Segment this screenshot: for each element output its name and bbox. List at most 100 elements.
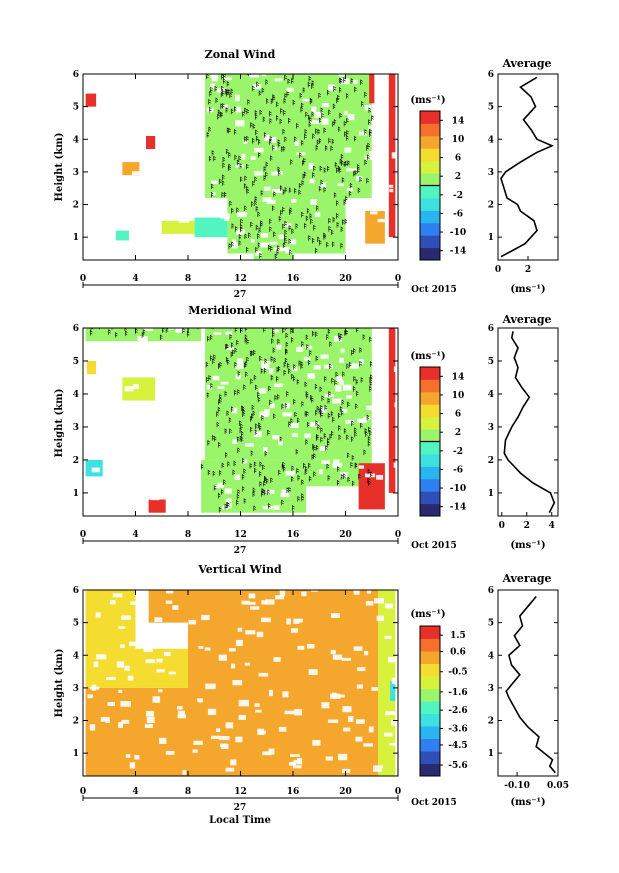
gap-cell bbox=[308, 669, 318, 676]
wind-barb bbox=[361, 100, 364, 107]
gap-cell bbox=[282, 691, 289, 698]
gap-cell bbox=[224, 488, 232, 494]
gap-cell bbox=[283, 402, 291, 409]
gap-cell bbox=[235, 736, 243, 743]
average-y-tick-label: 1 bbox=[488, 489, 494, 499]
wind-barb bbox=[327, 412, 331, 419]
gap-cell bbox=[194, 590, 202, 591]
colorbar-frame bbox=[419, 625, 441, 777]
wind-barb bbox=[225, 452, 228, 458]
wind-barb bbox=[254, 200, 257, 206]
wind-barb bbox=[219, 394, 222, 400]
gap-cell bbox=[118, 721, 124, 728]
wind-barb bbox=[289, 249, 292, 255]
gap-cell bbox=[175, 328, 184, 334]
gap-cell bbox=[290, 423, 299, 428]
wind-barb bbox=[231, 342, 234, 348]
wind-barb bbox=[291, 465, 295, 471]
gap-cell bbox=[254, 703, 260, 707]
gap-cell bbox=[346, 395, 352, 399]
x-tick-label: 8 bbox=[185, 274, 191, 284]
wind-barb bbox=[367, 440, 371, 447]
wind-barb bbox=[277, 338, 280, 345]
gap-cell bbox=[250, 155, 256, 160]
gap-cell bbox=[258, 388, 267, 394]
gap-cell bbox=[168, 671, 176, 675]
wind-barb bbox=[236, 493, 240, 500]
gap-cell bbox=[125, 754, 131, 758]
wind-barb bbox=[261, 415, 264, 421]
wind-barb bbox=[304, 469, 308, 475]
wind-barb bbox=[346, 135, 349, 141]
wind-barb bbox=[317, 424, 320, 430]
wind-barb bbox=[313, 445, 316, 452]
wind-barb bbox=[277, 366, 281, 372]
wind-barb bbox=[230, 88, 234, 95]
wind-barb bbox=[249, 462, 253, 469]
wind-barb bbox=[291, 78, 294, 84]
wind-barb bbox=[263, 132, 267, 138]
gap-cell bbox=[235, 373, 241, 380]
gap-cell bbox=[376, 615, 384, 622]
wind-barb bbox=[210, 86, 213, 93]
gap-cell bbox=[193, 740, 203, 745]
gap-cell bbox=[308, 163, 314, 170]
colorbar-tick-label: 6 bbox=[455, 410, 461, 420]
wind-barb bbox=[231, 223, 235, 229]
x-tick-label: 16 bbox=[287, 530, 300, 540]
wind-barb bbox=[226, 90, 229, 97]
colorbar-tick-label: 2 bbox=[455, 428, 461, 438]
average-y-tick-label: 3 bbox=[488, 168, 494, 178]
wind-barb bbox=[298, 189, 302, 196]
gap-cell bbox=[245, 630, 256, 635]
wind-barb bbox=[265, 478, 269, 484]
gap-cell bbox=[152, 696, 161, 703]
y-tick-label: 2 bbox=[73, 456, 79, 466]
wind-barb bbox=[346, 363, 349, 369]
wind-barb bbox=[272, 332, 275, 338]
heatmap-field bbox=[85, 328, 398, 513]
wind-barb bbox=[252, 123, 256, 130]
wind-barb bbox=[240, 436, 244, 442]
wind-barb bbox=[367, 468, 371, 475]
wind-barb bbox=[256, 81, 259, 88]
gap-cell bbox=[225, 331, 232, 335]
colorbar-swatch bbox=[420, 404, 440, 418]
average-title: Average bbox=[501, 572, 551, 585]
gap-cell bbox=[238, 699, 250, 707]
wind-barb bbox=[334, 162, 338, 168]
wind-barb bbox=[301, 341, 304, 347]
gap-cell bbox=[121, 615, 131, 620]
wind-barb bbox=[338, 126, 341, 132]
wind-barb bbox=[209, 334, 213, 341]
gap-cell bbox=[272, 435, 280, 440]
gap-cell bbox=[156, 669, 165, 673]
gap-cell bbox=[253, 431, 262, 438]
heatmap-region bbox=[369, 74, 375, 104]
wind-barb bbox=[288, 368, 291, 374]
gap-cell bbox=[342, 384, 352, 391]
wind-barb bbox=[246, 163, 249, 170]
y-axis-label: Height (km) bbox=[54, 133, 65, 202]
wind-barb bbox=[305, 390, 309, 397]
wind-barb bbox=[250, 122, 253, 128]
wind-barb bbox=[316, 205, 319, 211]
wind-barb bbox=[223, 78, 226, 84]
gap-cell bbox=[313, 365, 321, 370]
gap-cell bbox=[253, 83, 262, 89]
wind-barb bbox=[255, 135, 259, 142]
wind-barb bbox=[308, 462, 311, 469]
wind-barb bbox=[291, 476, 294, 482]
gap-cell bbox=[269, 368, 274, 374]
wind-barb bbox=[288, 187, 292, 193]
gap-cell bbox=[290, 628, 299, 633]
wind-barb bbox=[313, 453, 316, 459]
heatmap-field bbox=[85, 590, 398, 776]
wind-barb bbox=[236, 339, 239, 346]
gap-cell bbox=[116, 661, 125, 668]
gap-cell bbox=[330, 613, 340, 619]
wind-barb bbox=[208, 155, 212, 162]
wind-barb bbox=[369, 376, 373, 383]
wind-barb bbox=[323, 432, 327, 439]
wind-barb bbox=[255, 206, 259, 212]
